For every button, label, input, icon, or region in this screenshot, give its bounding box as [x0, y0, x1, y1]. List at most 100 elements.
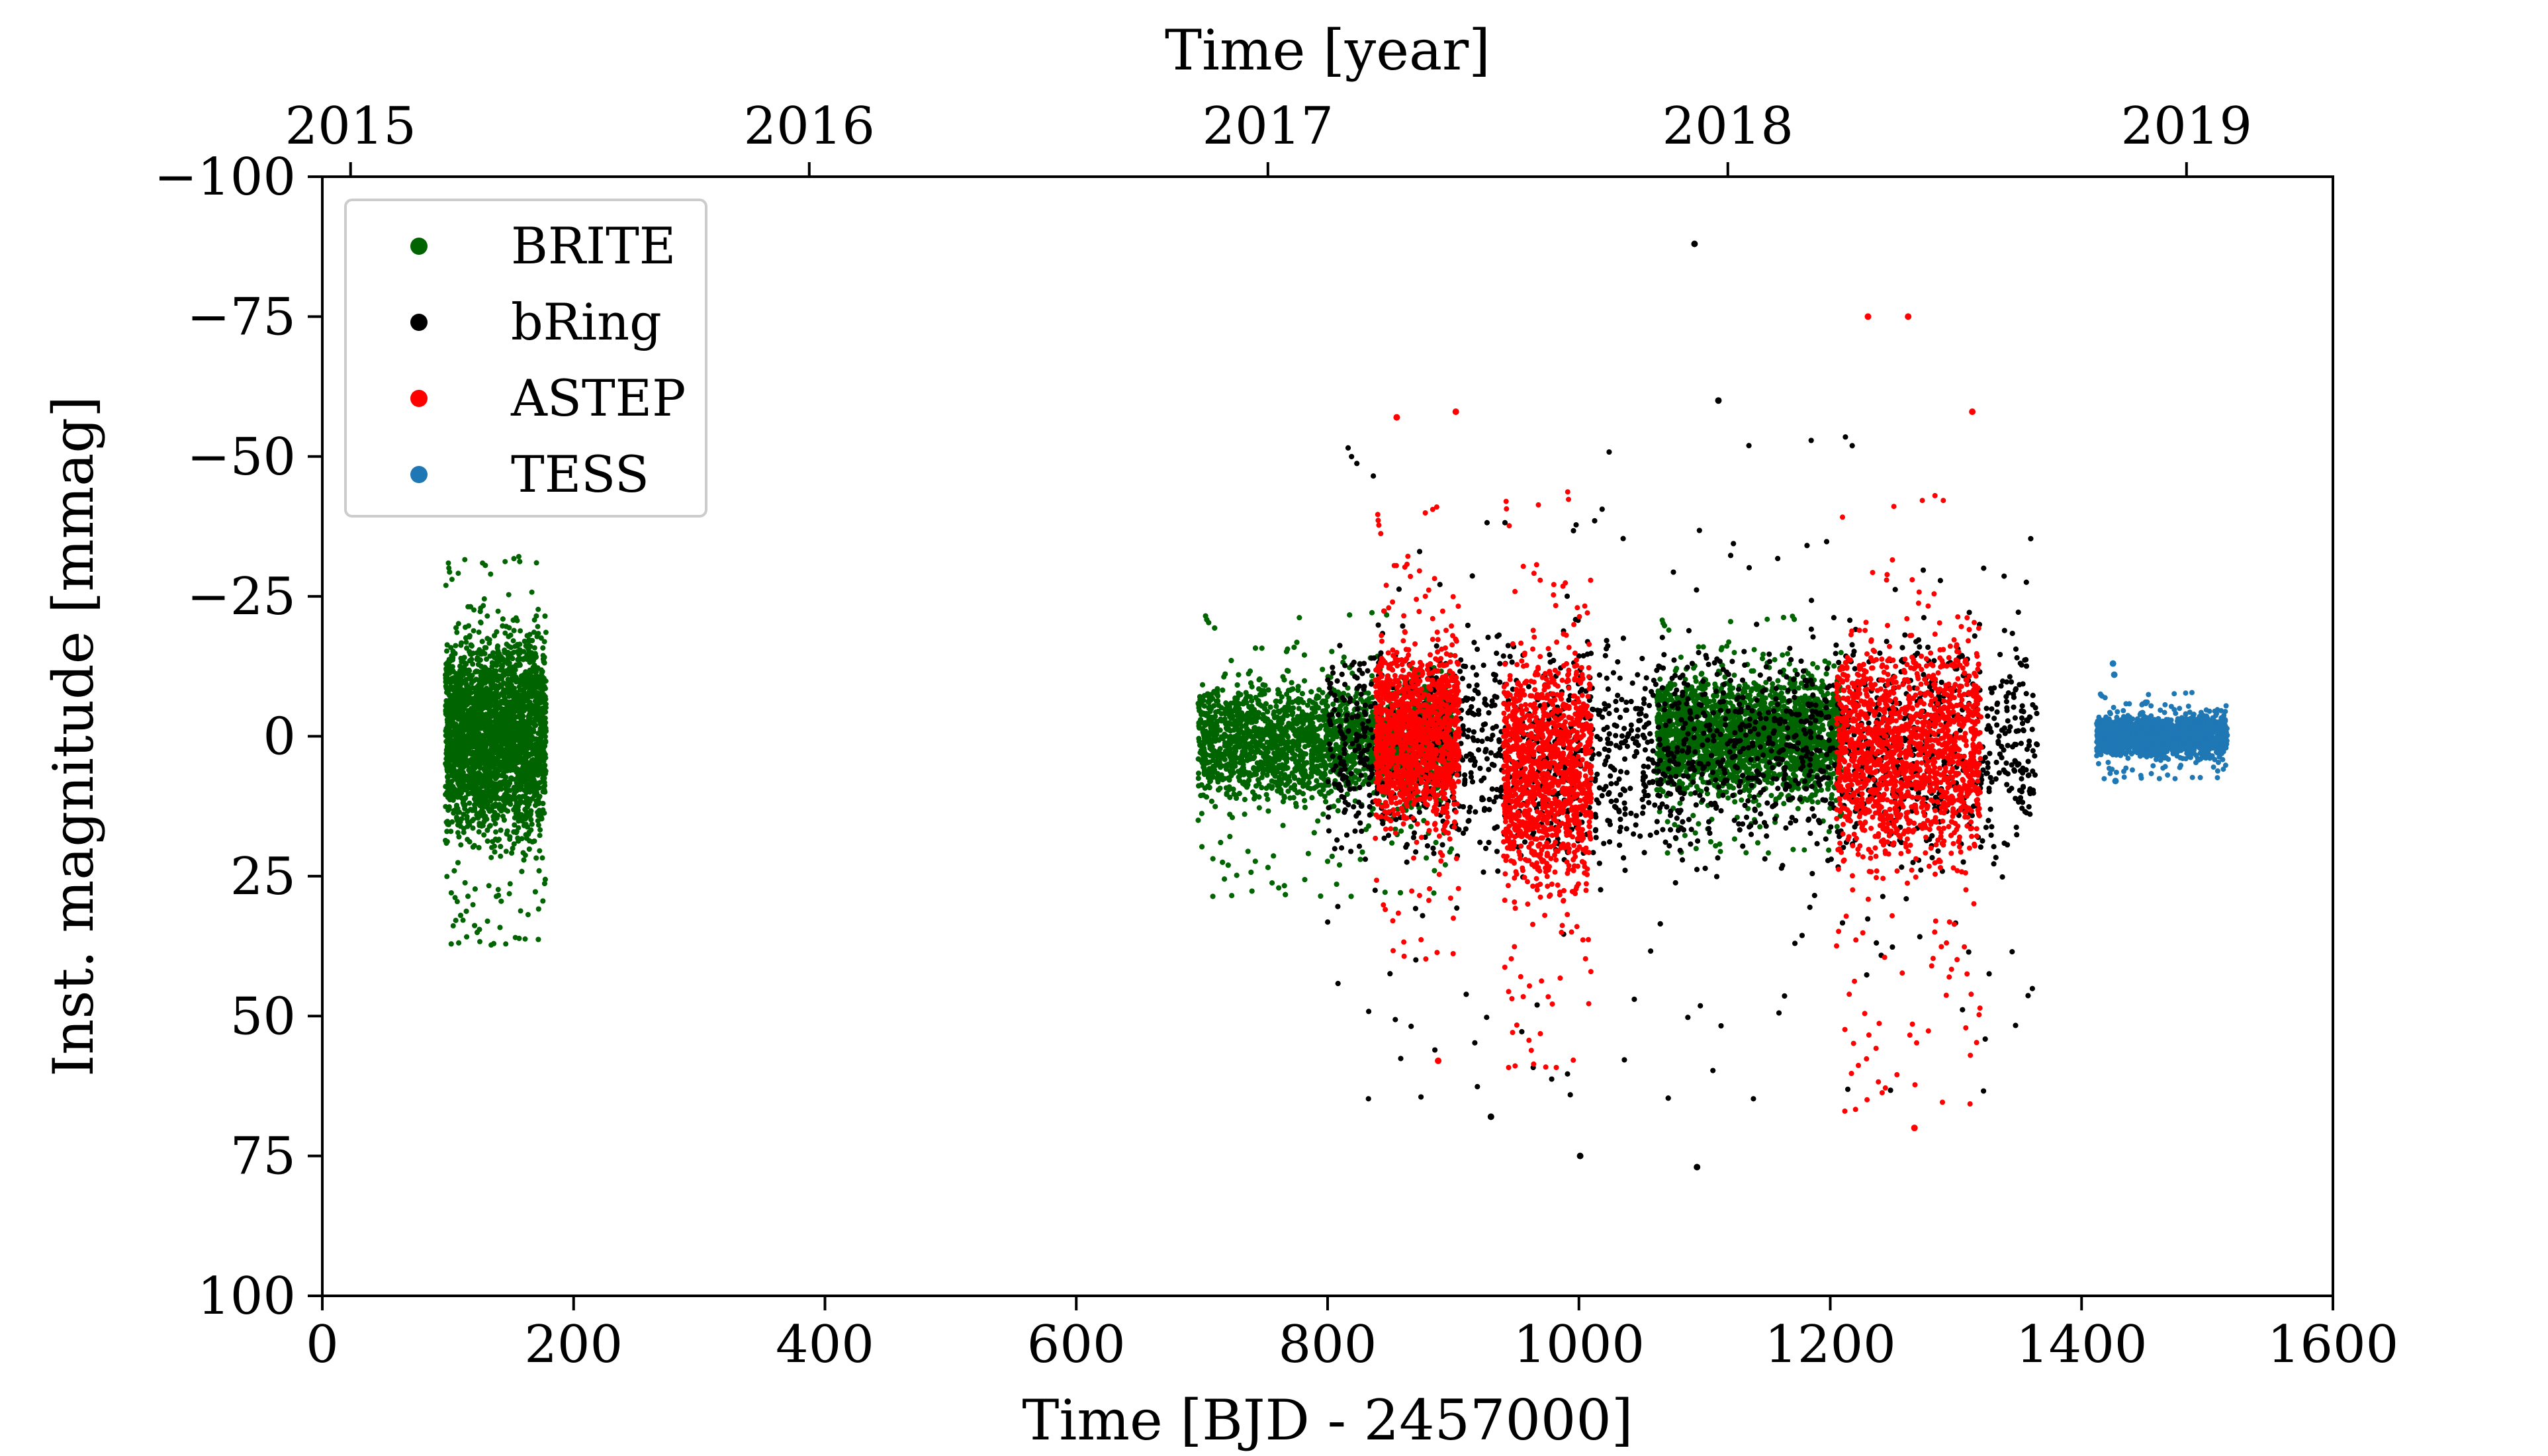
data-point	[470, 825, 476, 831]
data-point	[533, 560, 539, 566]
data-point	[465, 694, 471, 700]
data-point	[504, 768, 510, 774]
data-point	[504, 828, 510, 834]
data-point	[518, 778, 523, 784]
data-point	[533, 855, 539, 861]
data-point	[475, 929, 480, 935]
data-point	[511, 627, 517, 633]
data-point	[496, 703, 502, 709]
data-point	[467, 649, 473, 655]
data-point	[458, 681, 463, 687]
data-point	[488, 571, 494, 577]
data-point	[510, 617, 516, 623]
data-point	[461, 829, 467, 835]
data-point	[457, 819, 463, 825]
data-point	[481, 596, 487, 602]
data-point	[443, 582, 449, 588]
data-point	[447, 732, 453, 737]
data-point	[443, 709, 449, 714]
data-point	[528, 817, 534, 823]
data-point	[443, 683, 449, 689]
data-point	[511, 686, 517, 691]
data-point	[488, 854, 494, 860]
data-point	[503, 848, 509, 854]
data-point	[517, 815, 523, 821]
data-point	[484, 657, 490, 662]
data-point	[454, 629, 460, 635]
data-point	[486, 808, 492, 814]
data-point	[497, 725, 503, 731]
data-point	[481, 705, 487, 710]
data-point	[538, 635, 544, 641]
data-point	[511, 556, 517, 562]
data-point	[484, 752, 490, 758]
data-point	[445, 560, 451, 566]
data-point	[491, 771, 496, 777]
data-point	[519, 727, 525, 733]
data-point	[517, 800, 523, 806]
data-point	[539, 855, 545, 861]
data-point	[455, 570, 461, 576]
data-point	[531, 662, 537, 668]
data-point	[533, 723, 539, 729]
data-point	[523, 742, 529, 748]
data-point	[490, 650, 496, 656]
data-point	[508, 632, 514, 638]
data-point	[542, 613, 548, 619]
data-point	[471, 741, 477, 747]
data-point	[502, 559, 508, 565]
data-point	[482, 813, 488, 819]
data-point	[496, 837, 502, 842]
data-point	[470, 902, 476, 907]
data-point	[486, 697, 492, 703]
data-point	[542, 876, 548, 882]
data-point	[493, 714, 499, 720]
data-point	[536, 757, 542, 763]
data-point	[535, 906, 541, 912]
data-point	[473, 694, 478, 700]
data-point	[478, 747, 484, 753]
data-point	[521, 823, 527, 829]
data-point	[486, 735, 492, 741]
data-point	[517, 687, 523, 693]
data-point	[475, 811, 481, 817]
data-point	[467, 633, 473, 639]
data-point	[494, 893, 500, 899]
data-point	[540, 898, 546, 904]
data-point	[458, 842, 464, 848]
data-point	[498, 827, 504, 833]
data-point	[505, 808, 510, 814]
data-point	[533, 802, 539, 808]
data-point	[486, 883, 492, 889]
data-point	[503, 941, 509, 947]
data-point	[483, 782, 489, 788]
data-point	[501, 817, 507, 823]
data-point	[537, 827, 543, 833]
data-point	[486, 788, 491, 794]
data-point	[491, 940, 496, 946]
data-point	[524, 655, 530, 660]
data-point	[493, 693, 499, 699]
data-point	[486, 640, 492, 646]
data-point	[541, 787, 547, 793]
data-point	[531, 762, 537, 768]
data-point	[518, 628, 523, 634]
data-point	[489, 844, 494, 850]
data-point	[453, 792, 459, 798]
data-point	[506, 891, 512, 897]
data-point	[533, 668, 539, 674]
data-point	[512, 822, 518, 828]
data-point	[522, 806, 528, 812]
data-point	[484, 918, 490, 924]
data-point	[475, 668, 480, 674]
data-point	[540, 716, 546, 722]
data-point	[507, 708, 513, 714]
data-point	[526, 639, 531, 645]
data-point	[501, 693, 507, 699]
data-point	[522, 852, 528, 858]
data-point	[482, 772, 488, 778]
data-point	[522, 936, 528, 942]
data-point	[478, 760, 484, 766]
data-point	[485, 802, 490, 808]
data-point	[453, 686, 459, 692]
